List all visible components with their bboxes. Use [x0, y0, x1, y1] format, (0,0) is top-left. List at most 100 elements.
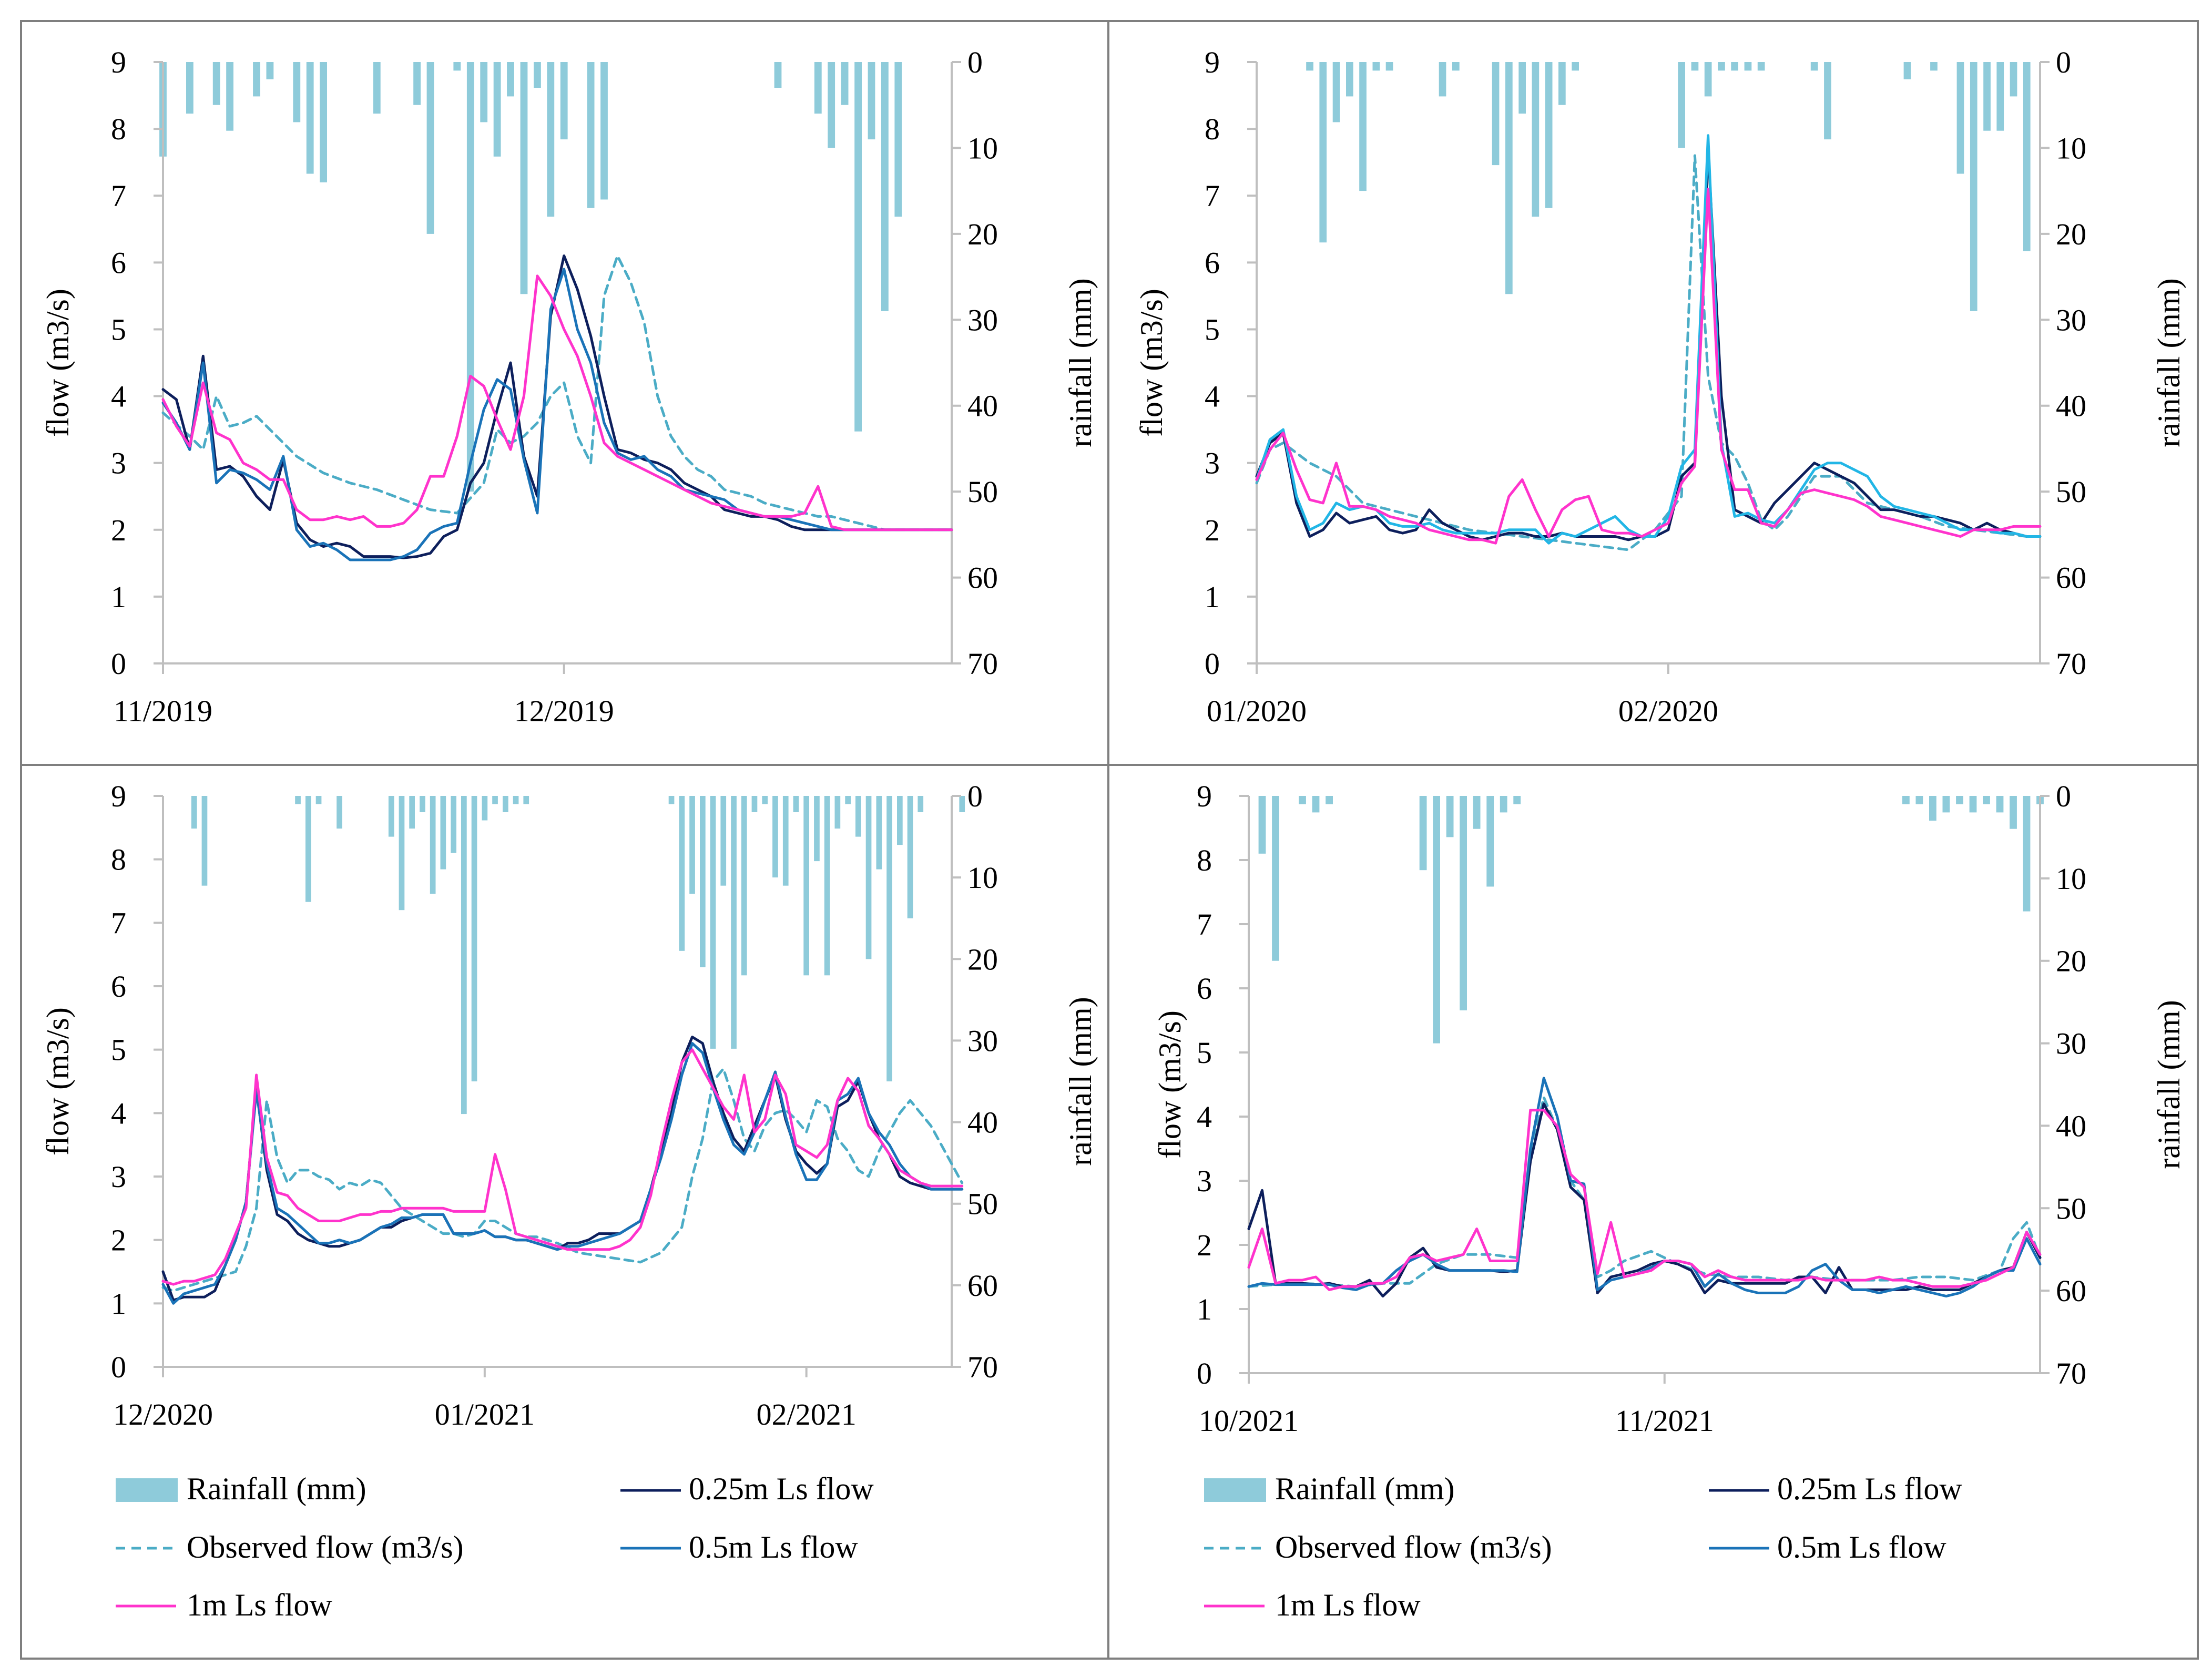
rainfall-bar — [865, 796, 872, 959]
rainfall-bar — [1439, 62, 1446, 97]
y2-tick-label: 20 — [967, 942, 998, 976]
rainfall-bar — [471, 796, 477, 1081]
rainfall-bar — [466, 62, 474, 492]
y2-tick-label: 30 — [967, 1024, 998, 1058]
y-tick-label: 2 — [111, 1223, 126, 1257]
rainfall-bar — [855, 796, 861, 837]
rainfall-bar — [1902, 796, 1910, 804]
rainfall-bar — [1319, 62, 1327, 243]
rainfall-bar — [876, 796, 882, 870]
rainfall-bar — [191, 796, 197, 829]
y-tick-label: 3 — [1197, 1164, 1212, 1198]
x-tick-label: 12/2019 — [514, 694, 614, 728]
y-tick-label: 0 — [1197, 1356, 1212, 1390]
y-tick-label: 2 — [1197, 1228, 1212, 1262]
series-line-observed — [1255, 154, 2042, 551]
rainfall-bar — [1326, 796, 1333, 804]
y2-tick-label: 20 — [967, 217, 998, 251]
chart-panel-dec-2020: 0 1 2 3 4 5 6 7 8 9 0 10 20 30 40 50 60 70 12/2020 01/2021 0… — [40, 779, 1098, 1431]
rainfall-bar — [305, 796, 311, 902]
legend-rainfall-label: Rainfall (mm) — [1275, 1471, 1455, 1506]
rainfall-bar — [1492, 62, 1500, 166]
y2-tick-label: 0 — [2056, 45, 2071, 79]
rainfall-bar — [440, 796, 446, 870]
y2-tick-label: 20 — [2056, 217, 2086, 251]
rainfall-bar — [762, 796, 768, 804]
y-tick-label: 9 — [111, 779, 126, 813]
rainfall-bar — [320, 62, 327, 182]
y2-tick-label: 30 — [2056, 303, 2086, 337]
y2-axis-title: rainfall (mm) — [1063, 278, 1098, 447]
series-line-ls025 — [1255, 147, 2042, 541]
y-tick-label: 9 — [1197, 779, 1212, 813]
y-tick-label: 7 — [111, 906, 126, 940]
series-line-ls1 — [1255, 188, 2042, 545]
y-tick-label: 9 — [111, 45, 126, 79]
rainfall-bar — [399, 796, 405, 911]
rainfall-bar — [886, 796, 892, 1081]
legend-rainfall-swatch — [116, 1478, 178, 1502]
rainfall-bar — [293, 62, 301, 122]
y2-tick-label: 0 — [967, 45, 983, 79]
y-tick-label: 0 — [1205, 647, 1220, 681]
rainfall-bar — [212, 62, 220, 105]
y-tick-label: 4 — [111, 380, 126, 414]
rainfall-bar — [1500, 796, 1507, 813]
x-tick-label: 11/2019 — [114, 694, 212, 728]
rainfall-bar — [1983, 796, 1990, 804]
y2-tick-label: 20 — [2056, 944, 2086, 978]
rainfall-bar — [1956, 62, 1964, 174]
y-tick-label: 4 — [1197, 1100, 1212, 1134]
y-tick-label: 0 — [111, 1350, 126, 1384]
chart-panel-nov-2019: 0 1 2 3 4 5 6 7 8 9 0 10 20 30 40 50 60 70 11/2019 12/2019 f… — [40, 45, 1098, 728]
series-line-observed — [1247, 1096, 2042, 1288]
x-tick-label: 02/2020 — [1618, 694, 1718, 728]
x-tick-label: 02/2021 — [757, 1397, 857, 1431]
rainfall-bar — [1942, 796, 1950, 813]
legend-ls025-label: 0.25m Ls flow — [1777, 1471, 1962, 1506]
y2-tick-label: 10 — [967, 861, 998, 895]
rainfall-bar — [560, 62, 568, 140]
y-tick-label: 8 — [1197, 843, 1212, 877]
rainfall-bar — [1744, 62, 1752, 71]
x-tick-label: 10/2021 — [1199, 1404, 1299, 1438]
y2-tick-label: 70 — [2056, 1356, 2086, 1390]
rainfall-bar — [834, 796, 841, 829]
legend-left: Rainfall (mm) 0.25m Ls flow Observed flo… — [116, 1471, 874, 1622]
rainfall-bar — [1532, 62, 1540, 217]
rainfall-bar — [1359, 62, 1367, 191]
rainfall-bar — [2023, 796, 2031, 912]
legend-right: Rainfall (mm) 0.25m Ls flow Observed flo… — [1204, 1471, 1962, 1622]
rainfall-bar — [1332, 62, 1340, 122]
series-line-ls1 — [161, 274, 953, 531]
y-axis-title: flow (m3/s) — [1153, 1010, 1187, 1159]
rainfall-bar — [1452, 62, 1460, 71]
rainfall-bar — [266, 62, 274, 79]
rainfall-bar — [547, 62, 555, 217]
x-tick-label: 11/2021 — [1615, 1404, 1714, 1438]
rainfall-bar — [306, 62, 314, 174]
y2-tick-label: 40 — [2056, 1109, 2086, 1143]
y2-tick-label: 70 — [2056, 647, 2086, 681]
y-tick-label: 1 — [1205, 580, 1220, 614]
chart-panel-oct-2021: 0 1 2 3 4 5 6 7 8 9 0 10 20 30 40 50 60 70 10/2021 11/2021 f… — [1153, 779, 2186, 1438]
y-axis-title: flow (m3/s) — [40, 1007, 75, 1156]
rainfall-bar — [679, 796, 685, 951]
rainfall-bar — [854, 62, 862, 432]
rainfall-bar — [1691, 62, 1699, 71]
rainfall-bar — [772, 796, 778, 878]
y-tick-label: 3 — [1205, 446, 1220, 480]
y2-tick-label: 10 — [2056, 131, 2086, 165]
legend-ls1-label: 1m Ls flow — [187, 1588, 332, 1622]
rainfall-bar — [918, 796, 924, 812]
rainfall-bar — [1824, 62, 1831, 140]
rainfall-bar — [513, 796, 519, 804]
legend-rainfall-swatch — [1204, 1478, 1266, 1502]
series-line-observed — [161, 1067, 964, 1292]
y-tick-label: 5 — [1205, 312, 1220, 346]
series-line-ls025 — [161, 1036, 964, 1302]
rainfall-bar — [2010, 62, 2017, 97]
rainfall-bar — [1299, 796, 1306, 804]
rainfall-bar — [1486, 796, 1494, 887]
rainfall-bar — [426, 62, 434, 234]
